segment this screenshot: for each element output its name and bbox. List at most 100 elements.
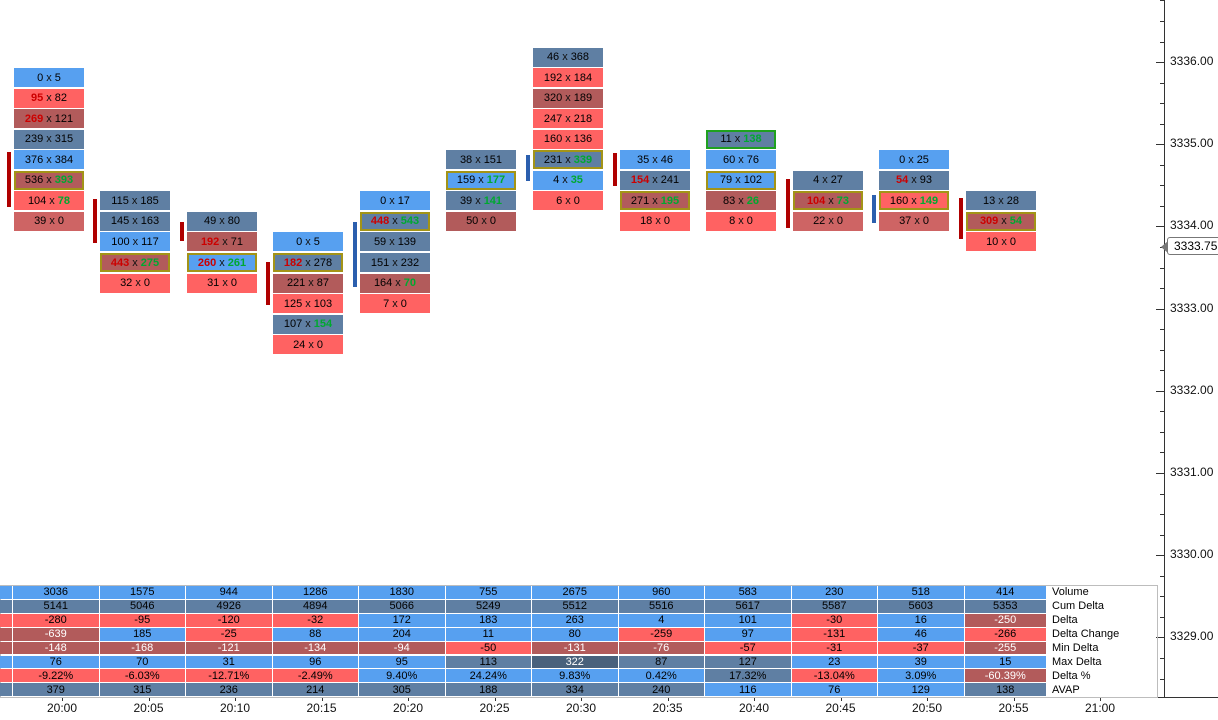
stats-table-cell: 24.24% <box>445 669 531 683</box>
stats-table-cell: 5353 <box>964 599 1046 613</box>
stats-table-cell: 183 <box>445 613 531 627</box>
ask-volume: 149 <box>919 194 939 207</box>
footprint-cell: 13 x 28 <box>966 191 1036 211</box>
bid-ask-separator: x <box>478 174 484 187</box>
time-axis-tick <box>754 697 755 701</box>
ask-volume: 78 <box>57 194 71 207</box>
time-axis-tick <box>927 697 928 701</box>
bid-ask-separator: x <box>132 215 138 228</box>
ask-volume: 0 <box>746 215 753 228</box>
stats-table-cell: 9.83% <box>532 669 618 683</box>
footprint-cell: 269 x 121 <box>14 109 84 129</box>
stats-table-cell: 5066 <box>359 599 445 613</box>
ask-volume: 278 <box>313 256 333 269</box>
bid-volume: 38 <box>459 153 473 166</box>
ask-volume: 54 <box>1009 215 1023 228</box>
ask-volume: 46 <box>660 153 673 166</box>
bid-volume: 221 <box>286 277 306 289</box>
price-axis-tick <box>1160 596 1164 598</box>
bid-volume: 239 <box>24 133 44 146</box>
time-axis-label: 20:55 <box>998 701 1029 715</box>
bid-volume: 247 <box>543 112 563 125</box>
ask-volume: 138 <box>743 133 762 146</box>
stats-table-cell: 230 <box>791 586 877 599</box>
bid-ask-separator: x <box>46 92 52 104</box>
price-axis-tick <box>1160 349 1164 351</box>
price-axis-tick <box>1160 452 1164 454</box>
price-axis-tick <box>1156 226 1164 228</box>
footprint-cell: 182 x 278 <box>273 253 343 272</box>
bid-volume: 159 <box>456 174 476 187</box>
footprint-cell: 160 x 136 <box>533 129 603 149</box>
stats-table-cell: 129 <box>878 683 964 697</box>
price-axis-label: 3335.00 <box>1170 136 1214 150</box>
bid-ask-separator: x <box>305 235 311 248</box>
stats-table-cell: -134 <box>272 641 358 655</box>
bid-ask-separator: x <box>46 153 52 166</box>
bid-volume: 46 <box>546 51 560 63</box>
footprint-cell: 22 x 0 <box>793 211 863 231</box>
footprint-cell: 104 x 73 <box>793 191 863 211</box>
price-axis-tick <box>1160 205 1164 207</box>
time-axis-label: 20:35 <box>652 701 683 715</box>
bid-ask-separator: x <box>828 194 834 207</box>
stats-table-cell: -131 <box>791 627 877 641</box>
time-axis-tick <box>1013 697 1015 701</box>
ask-volume: 195 <box>660 194 680 207</box>
stats-table-cell: 5141 <box>13 599 99 613</box>
footprint-cell: 50 x 0 <box>446 211 516 231</box>
footprint-cell: 271 x 195 <box>620 191 690 211</box>
bid-volume: 0 <box>380 194 387 207</box>
stats-table-cell: 70 <box>99 655 185 669</box>
stats-table-row-label: Delta % <box>1052 669 1091 682</box>
stats-table-cell: 3.09% <box>878 669 964 683</box>
price-axis-tick <box>1160 267 1164 269</box>
bid-volume: 39 <box>34 215 47 228</box>
bid-ask-separator: x <box>738 194 744 207</box>
bid-volume: 37 <box>899 215 912 228</box>
price-axis-tick <box>1160 534 1164 536</box>
footprint-cell: 154 x 241 <box>620 170 690 190</box>
stats-table-sliver-cell <box>0 683 12 697</box>
bid-volume: 79 <box>719 174 733 187</box>
ask-volume: 0 <box>57 215 64 228</box>
footprint-cell: 32 x 0 <box>100 273 170 293</box>
stats-table-cell: 0.42% <box>618 669 704 683</box>
price-axis-tick <box>1160 103 1164 105</box>
ask-volume: 141 <box>483 194 503 207</box>
stats-table-cell: 116 <box>705 683 791 697</box>
bid-ask-separator: x <box>305 318 311 331</box>
bid-volume: 0 <box>296 235 303 248</box>
time-axis-tick <box>494 697 496 701</box>
footprint-cell: 443 x 275 <box>100 253 170 272</box>
bid-ask-separator: x <box>46 112 52 125</box>
footprint-cell: 60 x 76 <box>706 150 776 170</box>
ask-volume: 5 <box>54 71 61 84</box>
stats-table-cell: 315 <box>99 683 185 697</box>
footprint-cell: 376 x 384 <box>14 150 84 170</box>
bid-volume: 376 <box>24 153 44 166</box>
stats-table-cell: 5516 <box>618 599 704 613</box>
bid-ask-separator: x <box>132 235 139 248</box>
current-price-value: 3333.75 <box>1174 239 1218 253</box>
candle-open-close-bar <box>872 195 876 223</box>
bid-ask-separator: x <box>828 215 834 228</box>
ask-volume: 0 <box>143 277 150 289</box>
bid-volume: 320 <box>543 92 563 104</box>
bid-volume: 271 <box>630 194 650 207</box>
stats-table-cell: -255 <box>964 641 1046 655</box>
bid-volume: 260 <box>197 256 217 269</box>
stats-table-cell: 518 <box>878 586 964 599</box>
bid-volume: 22 <box>813 215 826 228</box>
footprint-cell: 320 x 189 <box>533 88 603 108</box>
footprint-cell: 59 x 139 <box>360 232 430 252</box>
stats-table-cell: -32 <box>272 613 358 627</box>
stats-table-cell: 127 <box>705 655 791 669</box>
stats-table-cell: 15 <box>964 655 1046 669</box>
footprint-cell: 231 x 339 <box>533 150 603 170</box>
stats-table-cell: 138 <box>964 683 1046 697</box>
candle-open-close-bar <box>93 199 97 243</box>
